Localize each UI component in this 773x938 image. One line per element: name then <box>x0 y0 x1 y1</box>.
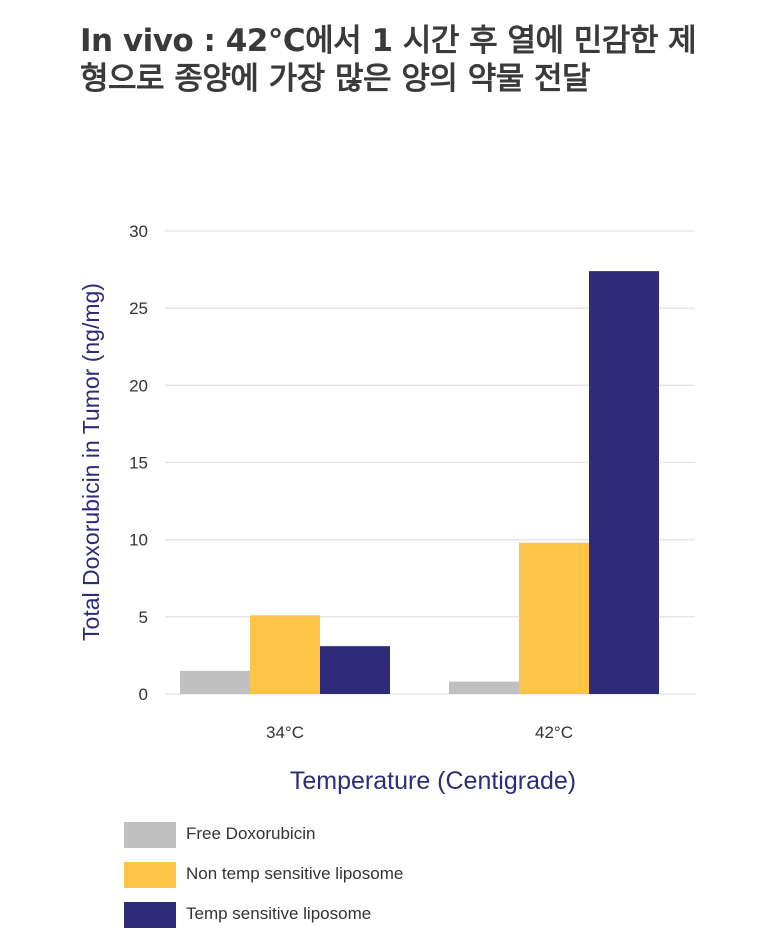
x-axis-ticks: 34°C 42°C <box>266 723 573 742</box>
y-tick-label: 5 <box>139 608 148 627</box>
y-axis-ticks: 0 5 10 15 20 25 30 <box>129 222 148 704</box>
y-tick-label: 30 <box>129 222 148 241</box>
bar <box>589 271 659 694</box>
bars <box>180 271 659 694</box>
y-tick-label: 25 <box>129 299 148 318</box>
legend-label: Non temp sensitive liposome <box>186 864 404 883</box>
bar <box>519 542 589 694</box>
y-axis-label: Total Doxorubicin in Tumor (ng/mg) <box>78 283 104 641</box>
y-tick-label: 20 <box>129 376 148 395</box>
legend-label: Free Doxorubicin <box>186 824 316 843</box>
bar-chart: 0 5 10 15 20 25 30 34°C 42°C Total Doxorubicin … <box>78 222 695 795</box>
legend-swatch <box>124 822 176 848</box>
legend-swatch <box>124 902 176 928</box>
x-tick-label: 42°C <box>535 723 573 742</box>
bar <box>449 681 519 694</box>
bar <box>250 615 320 694</box>
x-tick-label: 34°C <box>266 723 304 742</box>
y-tick-label: 15 <box>129 454 148 473</box>
legend-swatch <box>124 862 176 888</box>
x-axis-label: Temperature (Centigrade) <box>290 767 576 795</box>
y-tick-label: 10 <box>129 531 148 550</box>
y-tick-label: 0 <box>139 685 148 704</box>
page-title: In vivo : 42°C에서 1 시간 후 열에 민감한 제형으로 종양에 … <box>80 23 697 97</box>
bar <box>180 670 250 694</box>
bar <box>320 646 390 694</box>
legend-label: Temp sensitive liposome <box>186 904 372 923</box>
